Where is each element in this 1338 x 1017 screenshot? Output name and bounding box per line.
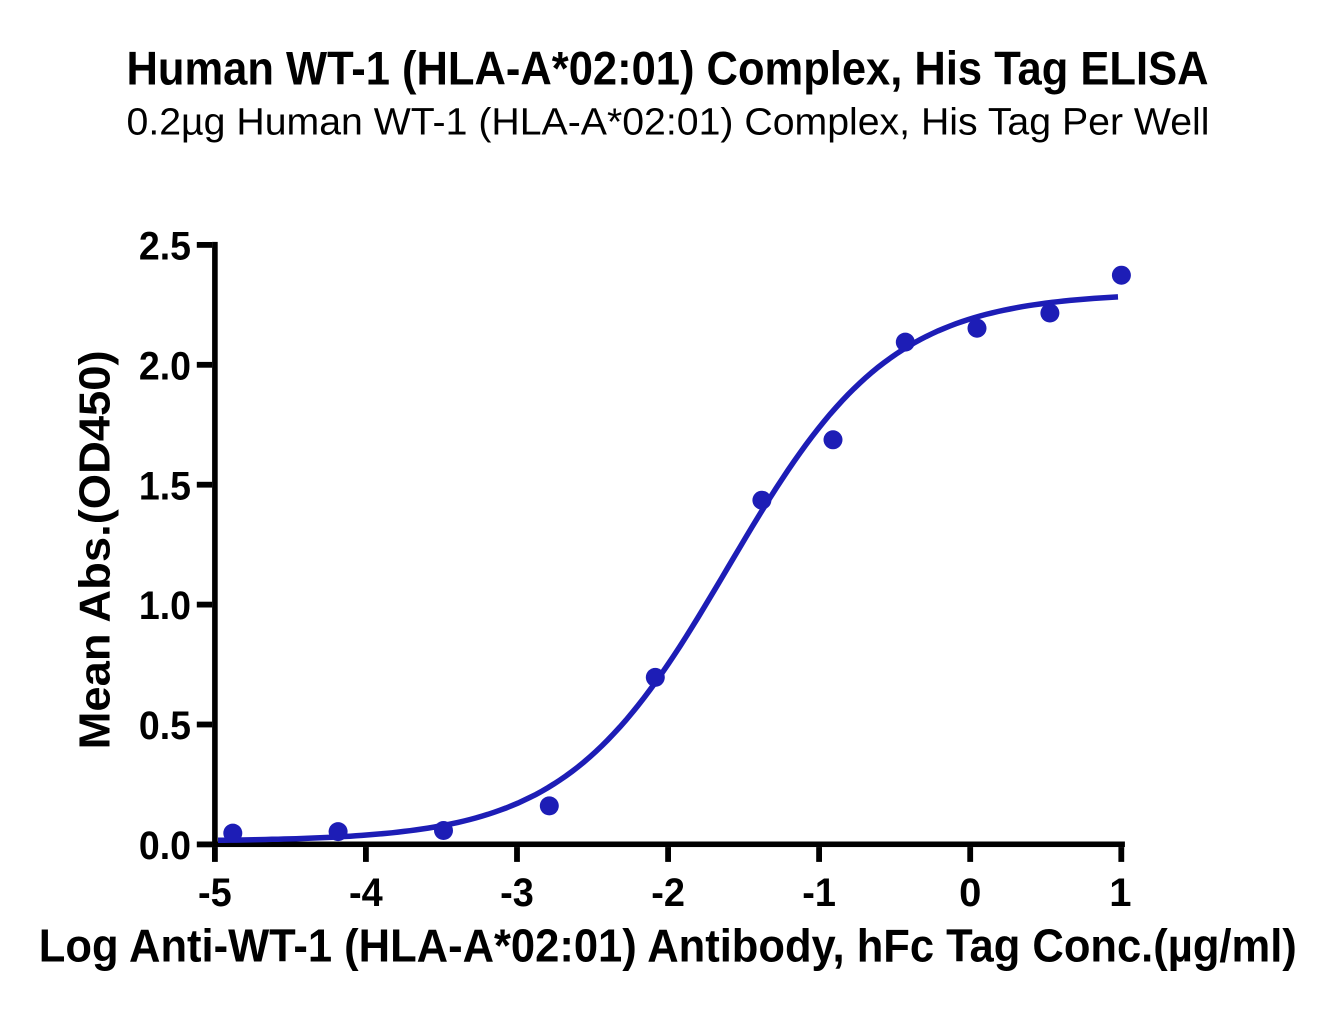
- svg-text:-1: -1: [802, 871, 836, 915]
- svg-text:0.0: 0.0: [139, 824, 191, 868]
- svg-text:1.5: 1.5: [139, 464, 191, 508]
- svg-text:2.0: 2.0: [139, 344, 191, 388]
- svg-text:Log Anti-WT-1 (HLA-A*02:01) An: Log Anti-WT-1 (HLA-A*02:01) Antibody, hF…: [39, 919, 1297, 971]
- svg-text:-4: -4: [349, 871, 383, 915]
- svg-text:-3: -3: [500, 871, 534, 915]
- svg-text:0.2µg Human WT-1 (HLA-A*02:01): 0.2µg Human WT-1 (HLA-A*02:01) Complex, …: [127, 101, 1210, 143]
- svg-text:Mean Abs.(OD450): Mean Abs.(OD450): [71, 350, 120, 749]
- svg-text:1: 1: [1109, 871, 1131, 915]
- svg-text:Human WT-1 (HLA-A*02:01) Compl: Human WT-1 (HLA-A*02:01) Complex, His Ta…: [127, 43, 1209, 96]
- svg-text:2.5: 2.5: [139, 225, 191, 269]
- svg-text:1.0: 1.0: [139, 584, 191, 628]
- svg-text:-5: -5: [198, 871, 232, 915]
- svg-text:-2: -2: [651, 871, 685, 915]
- svg-text:0.5: 0.5: [139, 704, 191, 748]
- svg-text:0: 0: [959, 871, 981, 915]
